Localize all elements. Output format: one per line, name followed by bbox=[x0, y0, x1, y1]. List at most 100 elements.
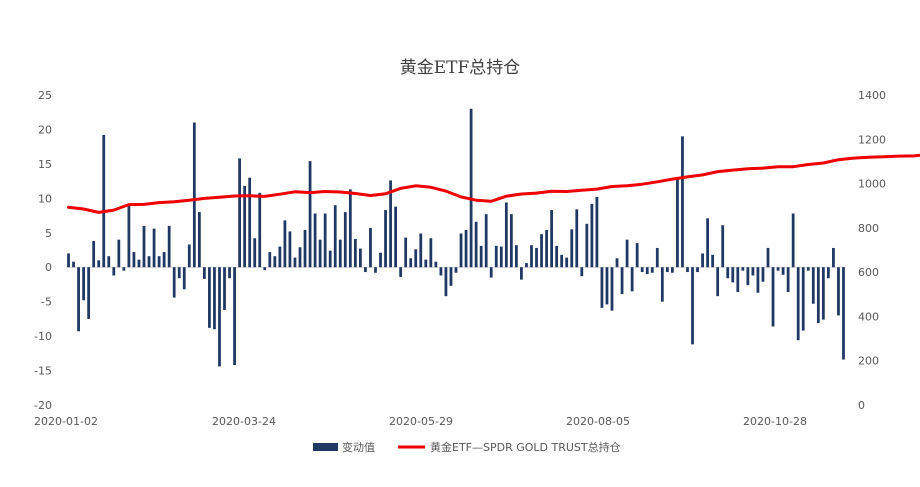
bar bbox=[313, 213, 317, 268]
bar bbox=[278, 246, 282, 268]
bar bbox=[318, 239, 322, 268]
bar bbox=[359, 248, 362, 268]
bar bbox=[706, 218, 709, 268]
bar bbox=[353, 238, 357, 268]
x-axis: 2020-01-02 2020-03-24 2020-05-29 2020-08-05… bbox=[34, 415, 807, 428]
bar bbox=[610, 267, 614, 311]
bar bbox=[520, 267, 523, 280]
left-tick-label: 10 bbox=[38, 192, 52, 205]
left-tick-label: -20 bbox=[34, 399, 52, 412]
bar bbox=[555, 245, 559, 268]
bar bbox=[494, 245, 498, 268]
bar bbox=[575, 209, 579, 268]
bar bbox=[620, 267, 624, 295]
bar bbox=[419, 233, 423, 268]
bar bbox=[600, 267, 604, 308]
bar bbox=[369, 227, 372, 268]
bar bbox=[72, 261, 75, 268]
bar bbox=[801, 267, 805, 331]
bar bbox=[77, 267, 80, 332]
bar bbox=[409, 258, 413, 268]
bar bbox=[791, 213, 795, 268]
bar bbox=[580, 267, 584, 277]
bar bbox=[590, 203, 594, 268]
bar bbox=[640, 267, 644, 273]
bar bbox=[650, 267, 654, 273]
legend-swatch-bar bbox=[313, 443, 338, 451]
bar bbox=[665, 267, 669, 273]
bar bbox=[741, 267, 745, 271]
legend-label-bar: 变动值 bbox=[342, 440, 375, 454]
left-tick-label: 5 bbox=[45, 227, 52, 240]
bar bbox=[479, 245, 483, 268]
bar bbox=[605, 267, 609, 305]
bar bbox=[172, 267, 176, 298]
right-tick-label: 800 bbox=[858, 222, 879, 235]
bar bbox=[263, 267, 267, 270]
bar bbox=[283, 220, 287, 268]
bar bbox=[192, 122, 196, 268]
bar bbox=[197, 212, 201, 268]
bar bbox=[449, 267, 453, 286]
bar bbox=[645, 267, 649, 275]
bar bbox=[112, 267, 116, 276]
bar bbox=[550, 210, 553, 268]
bar bbox=[162, 252, 166, 268]
bar bbox=[756, 267, 760, 293]
bar bbox=[167, 225, 171, 268]
bar bbox=[530, 245, 533, 268]
x-tick-label: 2020-05-29 bbox=[389, 415, 453, 428]
bar bbox=[434, 261, 438, 268]
bar bbox=[842, 267, 845, 360]
bar bbox=[203, 267, 206, 279]
bar bbox=[585, 223, 589, 268]
bar bbox=[489, 267, 493, 278]
bar bbox=[816, 267, 820, 324]
x-tick-label: 2020-08-05 bbox=[566, 415, 630, 428]
bar bbox=[540, 234, 543, 268]
bar bbox=[721, 225, 725, 268]
bar bbox=[102, 134, 106, 268]
bar bbox=[726, 267, 730, 279]
bar bbox=[298, 247, 302, 268]
bar bbox=[389, 180, 392, 268]
bar bbox=[630, 267, 634, 292]
bar bbox=[384, 210, 387, 268]
bar bbox=[208, 267, 211, 328]
bar bbox=[127, 205, 131, 268]
right-axis: 0 200 400 600 800 1000 1200 1400 bbox=[858, 89, 886, 412]
bar bbox=[87, 267, 91, 319]
bar bbox=[293, 257, 297, 268]
bar bbox=[660, 267, 664, 302]
bar bbox=[82, 267, 85, 301]
bar bbox=[228, 267, 231, 279]
bar bbox=[67, 253, 70, 268]
left-axis: -20 -15 -10 -5 0 5 10 15 20 25 bbox=[34, 89, 52, 412]
left-tick-label: -5 bbox=[41, 296, 52, 309]
bar bbox=[288, 231, 292, 268]
bar bbox=[484, 214, 488, 268]
bar bbox=[253, 238, 257, 268]
bar bbox=[157, 256, 161, 268]
bar bbox=[761, 267, 765, 282]
bar bbox=[701, 253, 704, 268]
left-tick-label: 20 bbox=[38, 123, 52, 136]
bar bbox=[821, 267, 825, 320]
bar bbox=[469, 108, 473, 268]
bar bbox=[565, 257, 569, 268]
left-tick-label: 0 bbox=[45, 261, 52, 274]
bar bbox=[177, 267, 181, 279]
bar bbox=[152, 228, 156, 268]
bar bbox=[107, 256, 111, 268]
bar bbox=[308, 161, 312, 268]
bar bbox=[837, 267, 840, 316]
bar bbox=[424, 259, 428, 268]
bar bbox=[635, 243, 639, 268]
right-tick-label: 0 bbox=[858, 399, 865, 412]
bar bbox=[343, 212, 347, 268]
bar bbox=[535, 247, 538, 268]
bar bbox=[691, 267, 694, 345]
right-tick-label: 1000 bbox=[858, 178, 886, 191]
bar bbox=[147, 256, 151, 268]
